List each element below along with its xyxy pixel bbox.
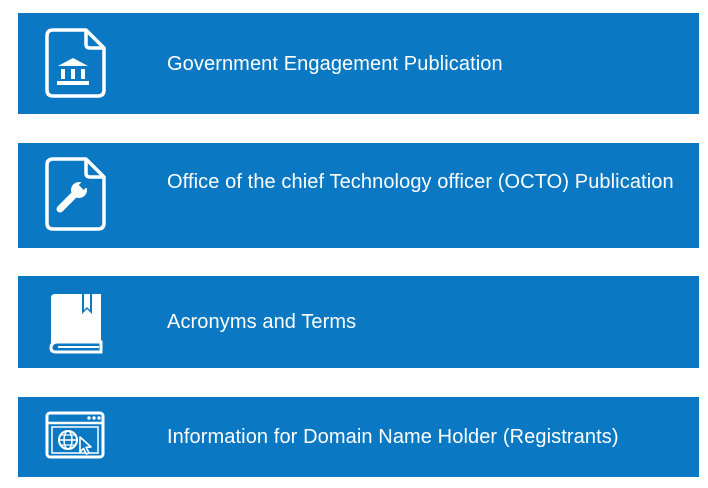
document-government-building-icon: [44, 28, 106, 103]
browser-globe-cursor-icon: [44, 410, 106, 465]
document-wrench-icon: [44, 157, 106, 236]
book-icon: [44, 292, 106, 359]
card-octo-publication[interactable]: Office of the chief Technology officer (…: [18, 143, 699, 248]
card-acronyms-and-terms[interactable]: Acronyms and Terms: [18, 276, 699, 368]
card-domain-name-holder-information[interactable]: Information for Domain Name Holder (Regi…: [18, 397, 699, 477]
card-label: Government Engagement Publication: [167, 53, 503, 75]
card-label: Information for Domain Name Holder (Regi…: [167, 426, 619, 448]
card-label: Acronyms and Terms: [167, 311, 357, 333]
card-government-engagement-publication[interactable]: Government Engagement Publication: [18, 13, 699, 114]
card-label: Office of the chief Technology officer (…: [167, 171, 674, 193]
